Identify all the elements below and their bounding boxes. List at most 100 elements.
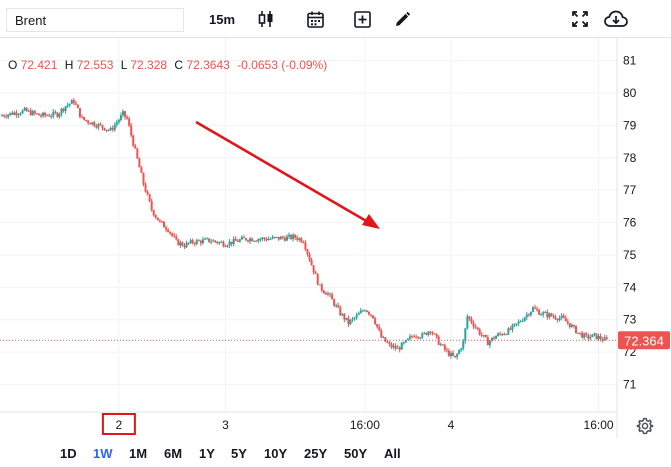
candle-body — [97, 124, 100, 128]
candle-body — [550, 313, 553, 317]
range-5y-button[interactable]: 5Y — [231, 446, 247, 461]
range-1d-button[interactable]: 1D — [60, 446, 77, 461]
candle-body — [337, 305, 340, 308]
settings-gear-icon[interactable] — [636, 417, 654, 435]
candle-body — [570, 325, 573, 328]
candle-body — [140, 167, 143, 173]
candle-body — [372, 315, 375, 319]
last-price-marker: 72.364 — [618, 331, 670, 350]
candle-body — [326, 293, 329, 295]
candle-body — [150, 201, 153, 211]
candle-body — [83, 117, 86, 120]
candle-body — [324, 292, 327, 295]
candle-body — [302, 241, 305, 243]
candle-body — [435, 333, 438, 337]
candle-body — [515, 323, 518, 325]
range-6m-button[interactable]: 6M — [164, 446, 183, 461]
candle-body — [513, 323, 516, 325]
candle-body — [89, 122, 92, 125]
candle-body — [281, 236, 284, 238]
candle-body — [441, 344, 444, 346]
candle-body — [408, 336, 411, 339]
candle-body — [208, 238, 211, 242]
candle-body — [244, 238, 247, 241]
time-tick-label: 3 — [222, 418, 229, 432]
candle-body — [439, 344, 442, 346]
candle-body — [179, 242, 182, 246]
calendar-icon[interactable] — [306, 8, 324, 30]
candle-body — [144, 184, 147, 192]
close-label: C — [174, 58, 184, 72]
candle-body — [218, 242, 221, 244]
range-50y-button[interactable]: 50Y — [344, 446, 368, 461]
candle-body — [603, 337, 606, 341]
candle-body — [156, 217, 159, 221]
candle-body — [35, 113, 38, 115]
candle-body — [304, 242, 307, 250]
interval-button[interactable]: 15m — [209, 11, 236, 27]
candle-body — [376, 324, 379, 327]
candle-body — [269, 238, 272, 240]
candle-body — [25, 108, 28, 112]
candle-body — [499, 333, 502, 335]
candle-body — [46, 115, 49, 117]
candle-body — [423, 332, 426, 334]
candle-body — [78, 108, 81, 117]
candle-body — [292, 234, 295, 239]
range-10y-button[interactable]: 10Y — [264, 446, 288, 461]
candle-body — [443, 344, 446, 350]
candle-body — [505, 334, 508, 336]
range-1m-button[interactable]: 1M — [129, 446, 148, 461]
candle-body — [310, 260, 313, 266]
candle-body — [517, 321, 520, 324]
candle-body — [501, 334, 504, 336]
candle-body — [605, 337, 608, 340]
candle-body — [7, 114, 10, 117]
candle-body — [169, 231, 172, 234]
candle-body — [527, 314, 530, 316]
candle-body — [173, 235, 176, 237]
candle-body — [503, 334, 506, 336]
candles — [1, 97, 608, 360]
candle-body — [462, 341, 465, 349]
candle-body — [374, 318, 377, 325]
price-tick-label: 74 — [623, 280, 637, 294]
cloud-download-icon[interactable] — [604, 8, 628, 30]
candle-body — [103, 127, 106, 131]
range-25y-button[interactable]: 25Y — [304, 446, 328, 461]
range-1y-button[interactable]: 1Y — [199, 446, 215, 461]
candle-body — [562, 315, 565, 318]
candle-body — [171, 233, 174, 236]
candle-body — [591, 334, 594, 338]
candle-body — [9, 112, 12, 115]
symbol-search-input[interactable] — [6, 8, 184, 32]
candle-body — [39, 115, 42, 117]
add-compare-icon[interactable] — [353, 8, 371, 30]
candle-body — [138, 158, 141, 168]
close-value: 72.3643 — [186, 58, 230, 72]
price-tick-label: 75 — [623, 248, 637, 262]
candle-body — [54, 111, 57, 113]
fullscreen-icon[interactable] — [571, 8, 589, 30]
candle-body — [367, 311, 370, 315]
candle-body — [335, 305, 338, 307]
candle-body — [238, 239, 241, 242]
candle-body — [23, 108, 26, 111]
candle-body — [593, 333, 596, 335]
candle-body — [411, 336, 414, 338]
pencil-icon[interactable] — [393, 8, 411, 30]
candle-body — [85, 119, 88, 121]
candle-body — [27, 110, 30, 112]
candle-body — [76, 104, 79, 109]
range-1w-button[interactable]: 1W — [93, 446, 113, 461]
candlestick-icon[interactable] — [257, 8, 275, 30]
candle-body — [415, 336, 418, 338]
candle-body — [300, 238, 303, 242]
candle-body — [320, 284, 323, 291]
candle-body — [154, 215, 157, 218]
candle-body — [468, 316, 471, 319]
candle-body — [318, 284, 321, 286]
range-all-button[interactable]: All — [384, 446, 401, 461]
candle-body — [558, 317, 561, 321]
